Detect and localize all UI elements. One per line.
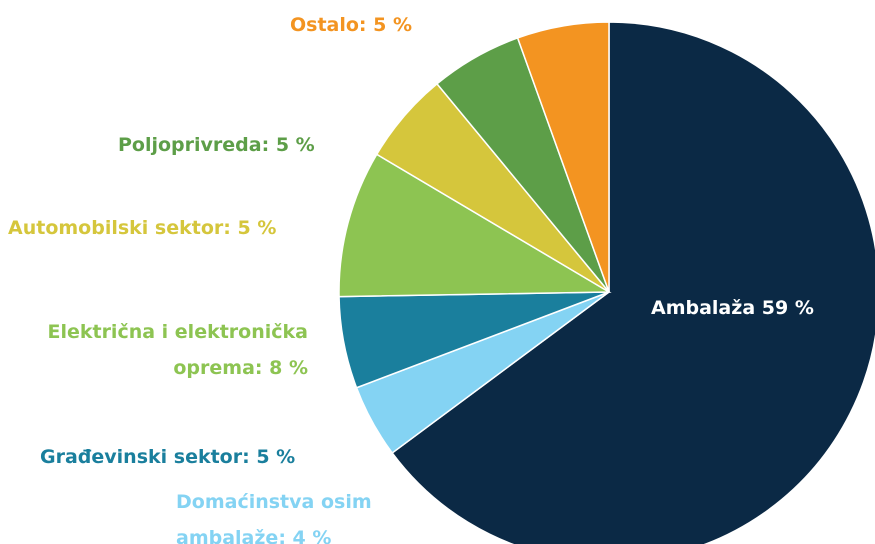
value-label: 59 %	[761, 297, 814, 319]
slice-label: Električna i elektronička oprema: 8 %	[8, 314, 308, 386]
pie-slice	[338, 153, 612, 298]
pie-slice	[391, 21, 875, 544]
category: Električna i elektronička oprema:	[47, 321, 308, 379]
category: Ostalo:	[290, 14, 367, 36]
category: Domaćinstva osim ambalaže:	[176, 491, 372, 544]
category: Poljoprivreda:	[118, 134, 270, 156]
value-label: 5 %	[256, 446, 296, 468]
category: Automobilski sektor:	[8, 217, 231, 239]
slice-label: Automobilski sektor: 5 %	[8, 210, 338, 246]
value-label: 4 %	[292, 527, 332, 544]
value-label: 5 %	[275, 134, 315, 156]
slice-label: Građevinski sektor: 5 %	[40, 439, 360, 475]
slice-label: Poljoprivreda: 5 %	[118, 127, 378, 163]
value-label: 5 %	[237, 217, 277, 239]
category: Građevinski sektor:	[40, 446, 250, 468]
value-label: 5 %	[373, 14, 413, 36]
slice-label: Domaćinstva osim ambalaže: 4 %	[176, 484, 386, 544]
value-label: 8 %	[269, 357, 308, 379]
category: Ambalaža	[651, 297, 756, 319]
pie-slice	[516, 21, 610, 293]
slice-label: Ambalaža 59 %	[651, 290, 871, 326]
slice-label: Ostalo: 5 %	[290, 7, 490, 43]
